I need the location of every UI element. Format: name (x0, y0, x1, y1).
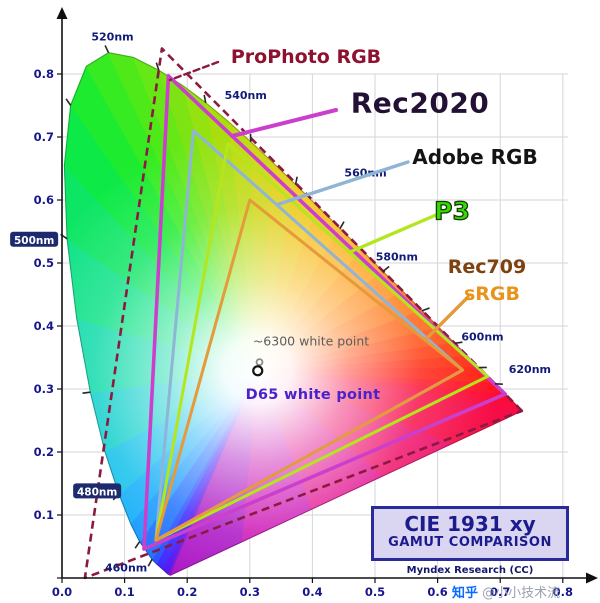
y-tick-label: 0.8 (34, 67, 54, 81)
x-tick-label: 0.3 (240, 585, 260, 599)
wavelength-label-600: 600nm (461, 330, 503, 343)
white-point-6300-label: ~6300 white point (252, 333, 370, 349)
wavelength-label-500: 500nm (14, 235, 54, 247)
gamut-p3 (154, 141, 490, 542)
credit-text: Myndex Research (CC) (406, 565, 534, 576)
chart-subtitle: GAMUT COMPARISON (388, 535, 552, 550)
prophoto-rgb-label: ProPhoto RGB (230, 46, 382, 68)
y-tick-label: 0.7 (34, 130, 54, 144)
adobe-rgb-label: Adobe RGB (412, 145, 538, 169)
watermark-user: @小小技术流 (482, 586, 561, 601)
x-tick-label: 0.8 (553, 585, 573, 599)
y-tick-label: 0.4 (34, 319, 54, 333)
y-tick-label: 0.2 (34, 445, 54, 459)
wavelength-label-480: 480nm (77, 486, 117, 498)
wavelength-labels: 520nm 540nm 560nm 580nm 600nm 620nm 500nm 480nm… (10, 31, 551, 574)
y-tick-label: 0.5 (34, 256, 54, 270)
wavelength-label-620: 620nm (509, 363, 551, 376)
x-tick-label: 0.0 (52, 585, 72, 599)
x-tick-label: 0.7 (490, 585, 510, 599)
x-tick-label: 0.5 (365, 585, 385, 599)
gamut-prophoto-rgb (83, 47, 524, 580)
x-tick-label: 0.4 (302, 585, 322, 599)
x-axis-arrow (586, 572, 598, 584)
watermark-brand: 知乎 (452, 586, 479, 601)
wavelength-label-580: 580nm (376, 250, 418, 263)
x-tick-label: 0.2 (177, 585, 197, 599)
chart-title: CIE 1931 xy (404, 512, 536, 536)
gamut-rec709-srgb (154, 198, 465, 542)
title-box: CIE 1931 xy GAMUT COMPARISON (371, 506, 569, 561)
rec709-label: Rec709 (447, 256, 527, 278)
wavelength-label-540: 540nm (225, 89, 267, 102)
p3-label: P3 (433, 196, 470, 226)
rec2020-label: Rec2020 (350, 86, 490, 120)
gamut-rec2020 (142, 74, 508, 551)
y-tick-label: 0.1 (34, 508, 54, 522)
srgb-label: sRGB (463, 283, 521, 305)
watermark: 知乎 @小小技术流 (452, 582, 560, 601)
wavelength-label-460: 460nm (105, 561, 147, 574)
gamut-triangles (83, 47, 524, 580)
wavelength-label-560: 560nm (344, 167, 386, 180)
x-tick-label: 0.1 (114, 585, 134, 599)
chromaticity-fill (63, 52, 523, 576)
y-tick-label: 0.3 (34, 382, 54, 396)
y-axis-arrow (56, 7, 68, 19)
axes: 0.0 0.1 0.1 0.2 0.2 0.3 0.3 0.4 0.4 0.5 0.5 0.6 0.6 0… (34, 7, 598, 599)
d65-white-point-label: D65 white point (245, 387, 381, 403)
wavelength-label-520: 520nm (91, 31, 133, 44)
label-leader-lines (168, 60, 470, 340)
y-tick-label: 0.6 (34, 193, 54, 207)
x-tick-label: 0.6 (427, 585, 447, 599)
white-point-markers (252, 358, 264, 377)
